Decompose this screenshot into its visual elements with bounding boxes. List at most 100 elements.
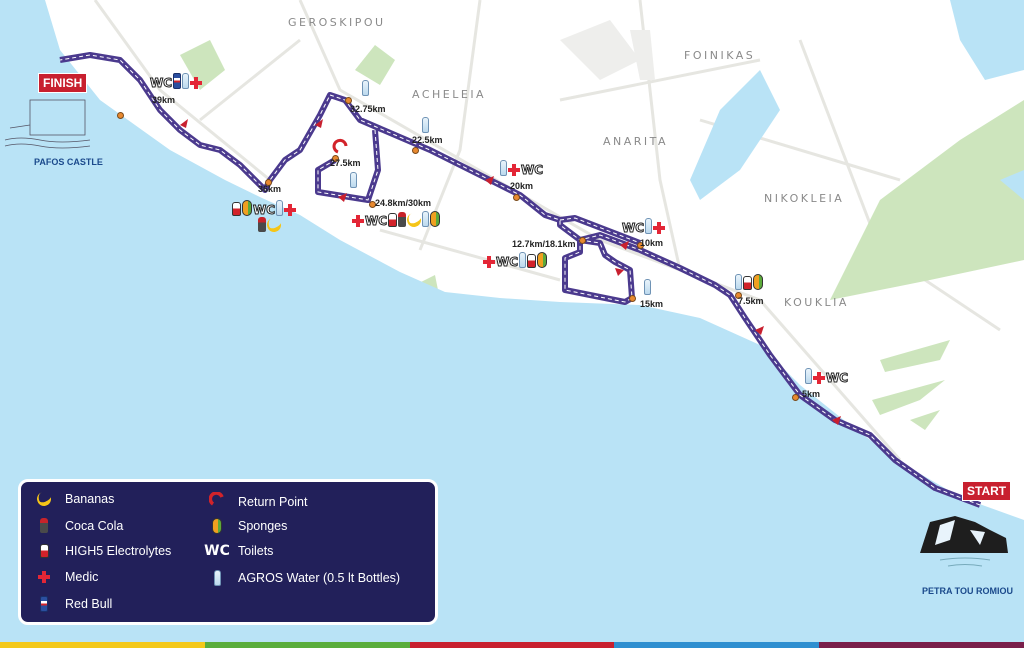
km-marker-dot	[117, 112, 124, 119]
km-label: 10km	[640, 238, 664, 248]
medic-cross-icon	[653, 222, 666, 234]
legend-item: WC Toilets	[204, 543, 273, 559]
legend-item: HIGH5 Electrolytes	[33, 544, 171, 558]
legend-label: Return Point	[238, 494, 308, 509]
sponge-icon	[242, 200, 252, 216]
toilets-icon: WC	[495, 255, 519, 269]
pafos-castle-label: PAFOS CASTLE	[34, 157, 103, 167]
aid-station-icons: WC	[483, 252, 548, 269]
km-label: 20km	[510, 181, 534, 191]
km-marker-dot	[369, 201, 376, 208]
aid-station-icons	[350, 172, 357, 188]
water-bottle-icon	[735, 274, 742, 290]
place-label: ACHELEIA	[412, 88, 487, 101]
water-bottle-icon	[422, 211, 430, 227]
direction-arrows	[180, 119, 841, 425]
red-bull-can-icon	[40, 596, 48, 612]
km-marker-dot	[629, 295, 636, 302]
cola-bottle-icon	[258, 217, 266, 232]
legend-label: Sponges	[238, 519, 288, 533]
start-badge: START	[962, 481, 1012, 501]
medic-cross-icon	[284, 204, 297, 216]
race-route	[59, 52, 982, 508]
toilets-icon: WC	[621, 221, 645, 235]
place-label: GEROSKIPOU	[288, 16, 386, 29]
km-marker-dot	[345, 97, 352, 104]
legend-label: Medic	[65, 570, 99, 584]
strip-segment	[409, 642, 615, 648]
legend-label: Red Bull	[65, 597, 113, 611]
legend-item: Return Point	[206, 491, 308, 511]
medic-cross-icon	[508, 164, 520, 176]
water-bottle-icon	[644, 279, 651, 295]
legend-item: Medic	[33, 570, 98, 584]
toilets-icon: WC	[364, 214, 388, 228]
km-marker-dot	[332, 155, 339, 162]
urban-areas	[560, 20, 655, 80]
aid-station-icons: WC	[621, 218, 666, 235]
km-label: 5km	[802, 389, 821, 399]
km-marker-dot	[792, 394, 799, 401]
legend-item: Bananas	[33, 490, 115, 508]
km-label: 22.5km	[412, 135, 443, 145]
toilets-icon: WC	[204, 543, 230, 559]
legend-item: Sponges	[206, 518, 287, 534]
legend-item: Red Bull	[33, 596, 112, 612]
km-marker-dot	[265, 179, 272, 186]
medic-cross-icon	[352, 215, 364, 227]
aid-station-icons	[362, 80, 369, 96]
place-label: FOINIKAS	[684, 49, 756, 62]
sponge-icon	[430, 211, 441, 227]
water-bottle-icon	[805, 368, 812, 384]
color-strip	[0, 642, 1024, 648]
water-bottle-icon	[645, 218, 653, 234]
water-bottle-icon	[350, 172, 357, 188]
km-label: 12.7km/18.1km	[512, 239, 576, 249]
toilets-icon: WC	[825, 371, 849, 385]
aid-station-icons: WC	[352, 211, 441, 229]
legend: Bananas Coca Cola HIGH5 Electrolytes Medic R…	[18, 479, 438, 625]
aid-station-icons	[735, 274, 763, 290]
legend-label: AGROS Water (0.5 lt Bottles)	[238, 571, 401, 585]
toilets-icon: WC	[149, 76, 173, 90]
banana-icon	[405, 211, 424, 229]
legend-label: Coca Cola	[65, 518, 124, 533]
aid-station-icons	[422, 117, 429, 133]
legend-item: AGROS Water (0.5 lt Bottles)	[206, 570, 400, 586]
water-bottle-icon	[182, 73, 190, 89]
aid-station-icons	[644, 279, 651, 295]
km-label: 32.75km	[350, 104, 386, 114]
finish-badge: FINISH	[38, 73, 88, 93]
pafos-castle-icon	[4, 99, 91, 149]
km-marker-dot	[735, 292, 742, 299]
km-label: 36km	[258, 184, 282, 194]
km-marker-dot	[637, 242, 644, 249]
red-bull-can-icon	[173, 73, 182, 89]
cola-bottle-icon	[40, 518, 48, 533]
medic-cross-icon	[38, 571, 50, 583]
medic-cross-icon	[813, 372, 825, 384]
return-point-icon	[208, 491, 225, 511]
km-marker-dot	[513, 194, 520, 201]
petra-tou-romiou-label: PETRA TOU ROMIOU	[922, 586, 1014, 596]
electrolytes-bottle-icon	[39, 544, 49, 558]
water-bottle-icon	[276, 200, 284, 216]
legend-label: Bananas	[65, 492, 115, 506]
medic-cross-icon	[190, 77, 203, 89]
strip-segment	[204, 642, 410, 648]
toilets-icon: WC	[520, 163, 544, 177]
water-bottle-icon	[362, 80, 369, 96]
km-label: 39km	[152, 95, 176, 105]
sponge-icon	[212, 518, 222, 534]
banana-icon	[35, 490, 53, 508]
sponge-icon	[537, 252, 548, 268]
electrolytes-bottle-icon	[527, 254, 537, 268]
medic-cross-icon	[483, 256, 495, 268]
km-label: 15km	[640, 299, 664, 309]
water-bottle-icon	[422, 117, 429, 133]
km-label: 24.8km/30km	[375, 198, 432, 208]
banana-icon	[265, 216, 283, 234]
strip-segment	[0, 642, 205, 648]
toilets-icon: WC	[252, 203, 276, 217]
km-marker-dot	[579, 237, 586, 244]
